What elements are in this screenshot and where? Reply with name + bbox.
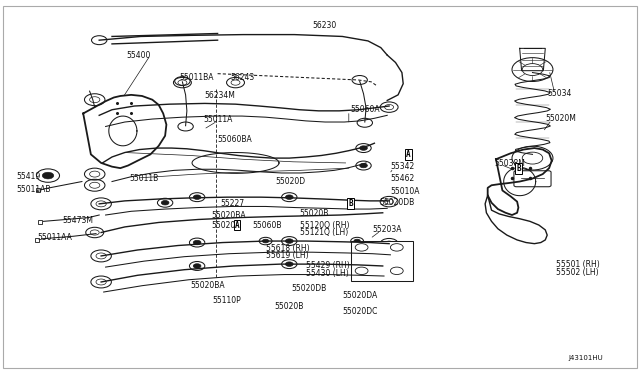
Circle shape xyxy=(354,239,360,243)
Text: 55011A: 55011A xyxy=(204,115,233,124)
Text: 55400: 55400 xyxy=(127,51,151,60)
Circle shape xyxy=(193,195,201,199)
Text: 55619 (LH): 55619 (LH) xyxy=(266,251,308,260)
Text: 55020BA: 55020BA xyxy=(191,281,225,290)
Text: 55501 (RH): 55501 (RH) xyxy=(556,260,599,269)
Text: 55011AB: 55011AB xyxy=(16,185,51,194)
Text: 55462: 55462 xyxy=(390,174,415,183)
Circle shape xyxy=(161,201,169,205)
Text: 55429 (RH): 55429 (RH) xyxy=(306,262,349,270)
Text: 55430 (LH): 55430 (LH) xyxy=(306,269,349,278)
Circle shape xyxy=(360,146,367,150)
Text: 56243: 56243 xyxy=(230,73,255,82)
Circle shape xyxy=(285,239,293,243)
Text: 55020B: 55020B xyxy=(300,209,329,218)
Text: 55473M: 55473M xyxy=(63,216,93,225)
Circle shape xyxy=(285,262,293,266)
Text: 55203A: 55203A xyxy=(372,225,402,234)
Bar xyxy=(351,241,413,281)
Text: B: B xyxy=(348,199,353,208)
Text: J43101HU: J43101HU xyxy=(568,355,603,361)
Text: 55011BA: 55011BA xyxy=(179,73,214,82)
Text: B: B xyxy=(516,164,521,173)
Text: 55034: 55034 xyxy=(548,89,572,97)
Circle shape xyxy=(193,240,201,245)
Text: 55020D: 55020D xyxy=(211,221,241,230)
Text: A: A xyxy=(406,150,411,159)
Text: 55110P: 55110P xyxy=(212,296,241,305)
Circle shape xyxy=(285,195,293,199)
Text: 55020DA: 55020DA xyxy=(342,291,378,300)
Text: 55121Q (LH): 55121Q (LH) xyxy=(300,228,348,237)
Circle shape xyxy=(360,163,367,168)
Text: 55020DC: 55020DC xyxy=(342,307,378,316)
Text: 55020B: 55020B xyxy=(274,302,303,311)
Text: 55020M: 55020M xyxy=(545,114,576,123)
Circle shape xyxy=(193,264,201,268)
Text: 55020D: 55020D xyxy=(275,177,305,186)
Text: A: A xyxy=(234,221,239,230)
Text: 55060B: 55060B xyxy=(253,221,282,230)
FancyBboxPatch shape xyxy=(514,171,551,187)
Circle shape xyxy=(262,239,269,243)
Circle shape xyxy=(42,172,54,179)
Text: 56230: 56230 xyxy=(312,21,337,30)
Text: 55120Q (RH): 55120Q (RH) xyxy=(300,221,349,230)
Text: 56234M: 56234M xyxy=(205,92,236,100)
Text: 55010A: 55010A xyxy=(390,187,420,196)
Text: 55502 (LH): 55502 (LH) xyxy=(556,268,598,277)
Text: 55060BA: 55060BA xyxy=(218,135,252,144)
Text: 55618 (RH): 55618 (RH) xyxy=(266,244,309,253)
Text: 55060A: 55060A xyxy=(351,105,380,114)
Text: 55011B: 55011B xyxy=(129,174,159,183)
Text: 55038M: 55038M xyxy=(495,159,525,168)
Text: 55342: 55342 xyxy=(390,162,415,171)
Text: 55020BA: 55020BA xyxy=(211,211,246,219)
Text: 55011AA: 55011AA xyxy=(37,233,72,242)
Text: 55020DB: 55020DB xyxy=(379,198,414,207)
Text: 55227: 55227 xyxy=(221,199,245,208)
Text: 55419: 55419 xyxy=(16,172,40,181)
Text: 55020DB: 55020DB xyxy=(291,284,326,293)
